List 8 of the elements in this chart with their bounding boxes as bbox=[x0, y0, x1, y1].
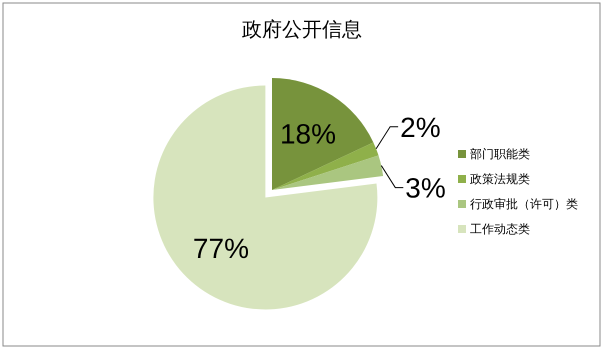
chart-title: 政府公开信息 bbox=[242, 19, 362, 41]
legend-label: 政策法规类 bbox=[470, 172, 530, 186]
data-label: 77% bbox=[192, 232, 249, 264]
data-label: 3% bbox=[405, 172, 446, 204]
data-label: 18% bbox=[280, 118, 336, 150]
data-label: 2% bbox=[400, 112, 441, 143]
legend-label: 工作动态类 bbox=[470, 222, 530, 236]
legend-label: 部门职能类 bbox=[470, 147, 530, 161]
